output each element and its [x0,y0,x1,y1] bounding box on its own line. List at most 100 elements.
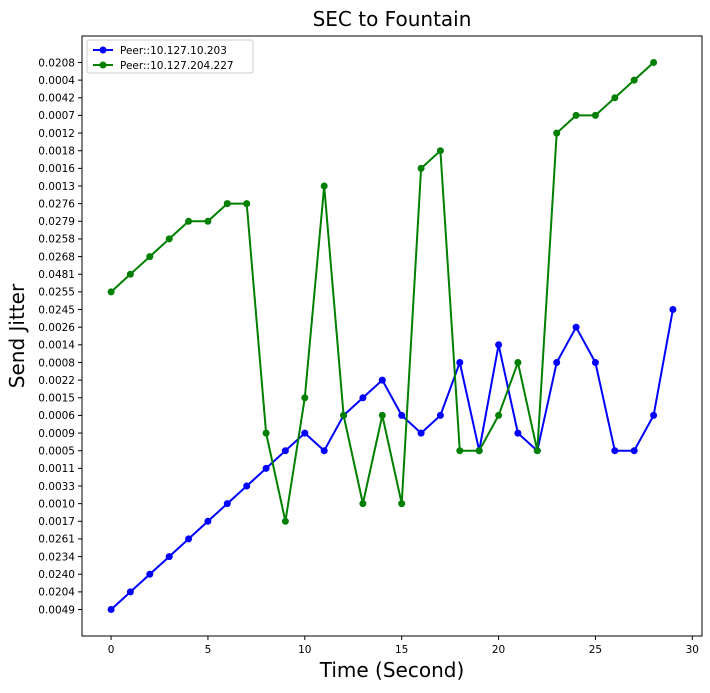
y-tick-label: 0.0004 [38,75,75,87]
chart-title: SEC to Fountain [313,7,472,31]
data-point [436,411,444,419]
data-point [146,253,154,261]
data-point [630,447,638,455]
y-tick-label: 0.0011 [38,463,75,475]
legend-marker [99,61,107,69]
y-tick-label: 0.0276 [38,198,75,210]
data-point [398,411,406,419]
data-point [398,500,406,508]
data-point [243,482,251,490]
y-tick-label: 0.0012 [38,128,75,140]
x-tick-label: 10 [298,644,311,656]
x-tick-label: 25 [589,644,602,656]
data-point [591,359,599,366]
y-tick-label: 0.0245 [38,304,75,316]
x-tick-label: 15 [395,644,408,656]
data-point [126,588,134,596]
data-point [572,111,580,119]
data-point [320,182,328,190]
legend-label: Peer::10.127.10.203 [120,45,227,57]
series-line [110,309,674,611]
y-tick-label: 0.0022 [38,375,75,387]
y-tick-label: 0.0268 [38,251,75,263]
data-point [146,570,154,578]
legend-item: Peer::10.127.10.203 [93,45,227,57]
data-point [107,606,115,613]
data-point [204,217,212,225]
y-tick-label: 0.0234 [38,551,75,563]
series-2 [107,59,658,525]
x-tick-label: 30 [686,644,699,656]
data-point [378,376,386,384]
data-point [514,429,522,437]
data-point [611,94,619,102]
data-point [514,359,522,366]
legend-box [86,39,254,74]
y-tick-label: 0.0007 [38,110,75,122]
data-point [669,306,677,313]
data-point [301,394,309,402]
y-tick-label: 0.0481 [38,269,75,281]
data-point [650,411,658,419]
y-tick-label: 0.0255 [38,287,75,299]
data-point [456,359,464,366]
data-point [185,535,193,543]
data-point [475,447,483,455]
y-tick-label: 0.0017 [38,516,75,528]
y-tick-label: 0.0208 [38,57,75,69]
x-axis: 0 5 10 15 20 25 30 [108,636,699,656]
y-tick-label: 0.0261 [38,534,75,546]
y-tick-label: 0.0009 [38,428,75,440]
legend-marker [99,46,107,54]
y-tick-label: 0.0008 [38,357,75,369]
data-point [107,288,115,296]
data-point [262,429,270,437]
y-tick-label: 0.0015 [38,393,75,405]
y-tick-label: 0.0240 [38,569,75,581]
y-tick-label: 0.0005 [38,446,75,458]
plot-frame [81,35,703,637]
data-point [650,59,658,66]
data-point [359,394,367,402]
data-point [281,447,289,455]
data-point [417,429,425,437]
data-point [223,200,231,208]
data-point [495,341,503,349]
y-axis-label: Send Jitter [5,283,29,388]
data-point [204,517,212,525]
data-point [611,447,619,455]
y-tick-label: 0.0006 [38,410,75,422]
data-point [243,200,251,208]
data-point [436,147,444,155]
data-point [417,164,425,172]
data-point [301,429,309,437]
y-tick-label: 0.0258 [38,234,75,246]
legend-label: Peer::10.127.204.227 [120,60,234,72]
y-tick-label: 0.0033 [38,481,75,493]
y-tick-label: 0.0013 [38,181,75,193]
data-point [223,500,231,508]
data-point [126,270,134,278]
data-point [165,553,173,561]
data-point [320,447,328,455]
data-point [281,517,289,525]
data-point [378,411,386,419]
x-tick-label: 5 [205,644,212,656]
y-tick-label: 0.0016 [38,163,75,175]
y-tick-label: 0.0204 [38,587,75,599]
y-tick-label: 0.0026 [38,322,75,334]
data-point [630,76,638,84]
data-point [340,411,348,419]
y-tick-label: 0.0279 [38,216,75,228]
data-point [262,464,270,472]
y-tick-label: 0.0014 [38,340,75,352]
data-point [553,359,561,366]
data-point [165,235,173,243]
y-tick-label: 0.0042 [38,93,75,105]
data-point [359,500,367,508]
data-point [533,447,541,455]
data-point [572,323,580,331]
